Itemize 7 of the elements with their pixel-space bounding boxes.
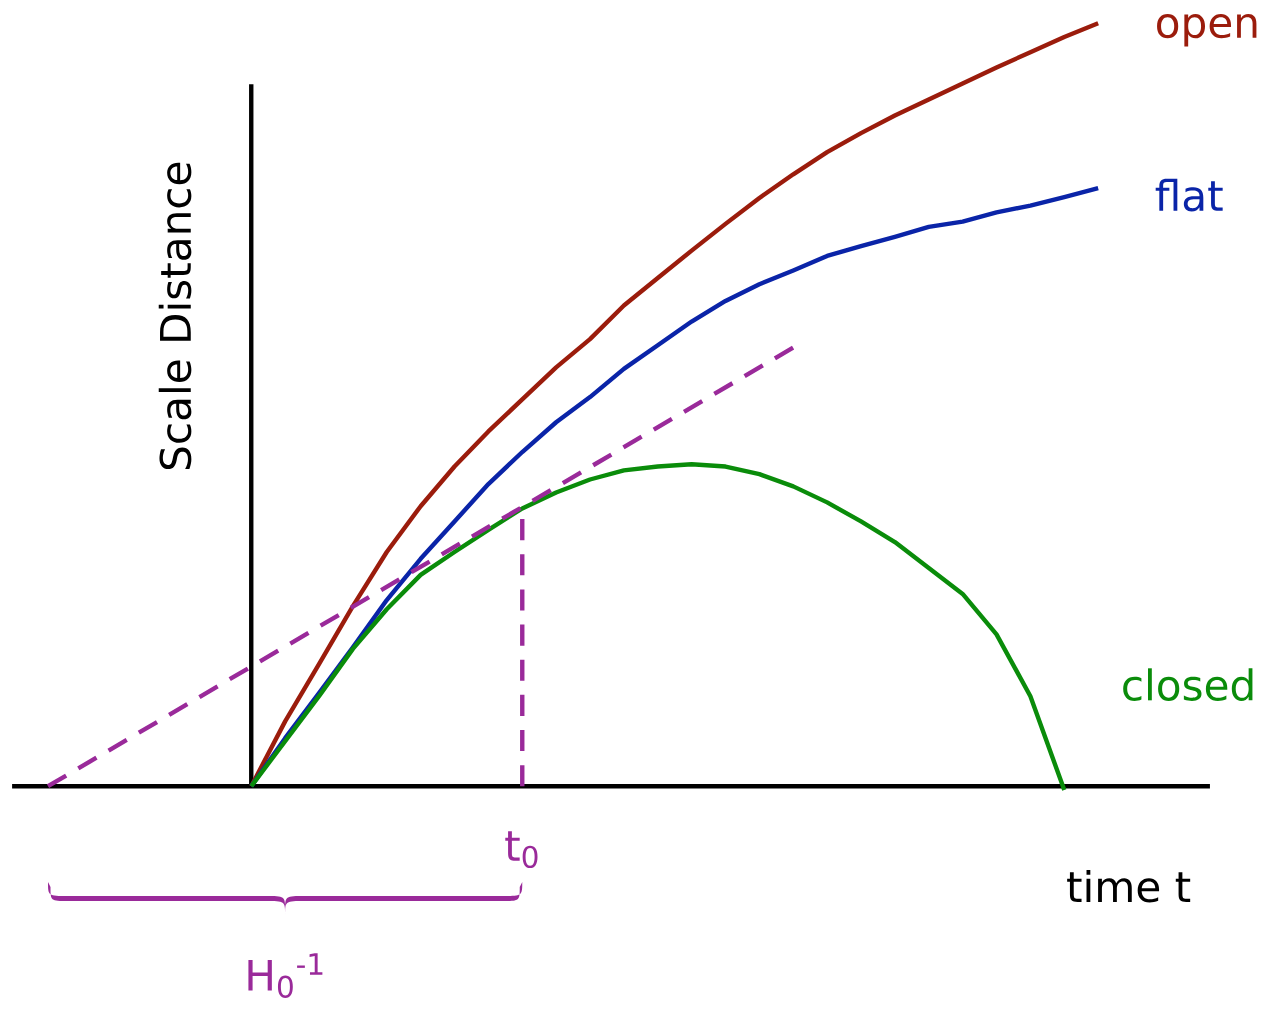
y-axis-title: Scale Distance: [158, 162, 192, 470]
x-axis-title: time t: [1067, 869, 1191, 903]
text: t$_{0}$: [505, 831, 538, 869]
series-label: flat: [1155, 178, 1223, 212]
series-label: open: [1157, 14, 1257, 47]
text: H$_{0}$-1: [248, 953, 323, 998]
text: closed: [1123, 668, 1253, 701]
